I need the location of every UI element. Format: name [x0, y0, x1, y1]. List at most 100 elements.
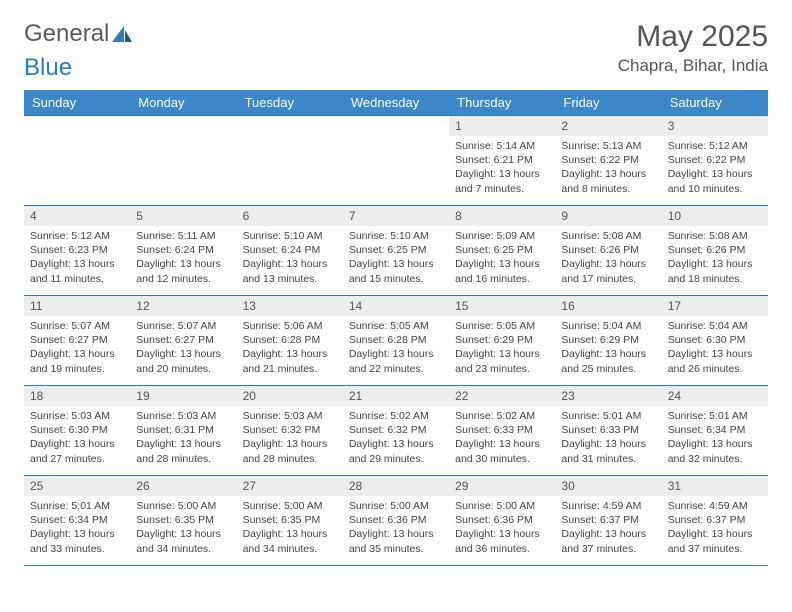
day-number: 26 — [130, 476, 236, 496]
calendar-cell — [24, 116, 130, 206]
calendar-cell: 17Sunrise: 5:04 AMSunset: 6:30 PMDayligh… — [662, 296, 768, 386]
calendar-cell: 30Sunrise: 4:59 AMSunset: 6:37 PMDayligh… — [555, 476, 661, 566]
logo-sail-icon — [112, 26, 132, 42]
day-detail: Sunrise: 5:13 AMSunset: 6:22 PMDaylight:… — [555, 136, 661, 199]
calendar-cell: 29Sunrise: 5:00 AMSunset: 6:36 PMDayligh… — [449, 476, 555, 566]
day-number: 3 — [662, 116, 768, 136]
calendar-cell: 15Sunrise: 5:05 AMSunset: 6:29 PMDayligh… — [449, 296, 555, 386]
day-number: 22 — [449, 386, 555, 406]
day-number: 21 — [343, 386, 449, 406]
day-detail: Sunrise: 5:02 AMSunset: 6:32 PMDaylight:… — [343, 406, 449, 469]
day-number: 4 — [24, 206, 130, 226]
weekday-header: Friday — [555, 90, 661, 116]
day-detail: Sunrise: 5:02 AMSunset: 6:33 PMDaylight:… — [449, 406, 555, 469]
calendar-cell: 14Sunrise: 5:05 AMSunset: 6:28 PMDayligh… — [343, 296, 449, 386]
day-number: 5 — [130, 206, 236, 226]
calendar-cell: 1Sunrise: 5:14 AMSunset: 6:21 PMDaylight… — [449, 116, 555, 206]
calendar-cell — [130, 116, 236, 206]
day-detail: Sunrise: 4:59 AMSunset: 6:37 PMDaylight:… — [555, 496, 661, 559]
calendar-cell: 5Sunrise: 5:11 AMSunset: 6:24 PMDaylight… — [130, 206, 236, 296]
day-number: 9 — [555, 206, 661, 226]
day-number: 25 — [24, 476, 130, 496]
day-detail: Sunrise: 5:08 AMSunset: 6:26 PMDaylight:… — [662, 226, 768, 289]
calendar-cell: 31Sunrise: 4:59 AMSunset: 6:37 PMDayligh… — [662, 476, 768, 566]
day-detail: Sunrise: 5:03 AMSunset: 6:32 PMDaylight:… — [237, 406, 343, 469]
logo: General — [24, 20, 135, 48]
calendar-cell: 27Sunrise: 5:00 AMSunset: 6:35 PMDayligh… — [237, 476, 343, 566]
day-number: 14 — [343, 296, 449, 316]
calendar-cell: 3Sunrise: 5:12 AMSunset: 6:22 PMDaylight… — [662, 116, 768, 206]
calendar-cell: 11Sunrise: 5:07 AMSunset: 6:27 PMDayligh… — [24, 296, 130, 386]
weekday-header: Saturday — [662, 90, 768, 116]
calendar-cell: 4Sunrise: 5:12 AMSunset: 6:23 PMDaylight… — [24, 206, 130, 296]
calendar-cell: 12Sunrise: 5:07 AMSunset: 6:27 PMDayligh… — [130, 296, 236, 386]
day-number: 8 — [449, 206, 555, 226]
calendar-cell: 26Sunrise: 5:00 AMSunset: 6:35 PMDayligh… — [130, 476, 236, 566]
day-number: 20 — [237, 386, 343, 406]
calendar-cell: 6Sunrise: 5:10 AMSunset: 6:24 PMDaylight… — [237, 206, 343, 296]
day-number: 11 — [24, 296, 130, 316]
calendar-cell: 22Sunrise: 5:02 AMSunset: 6:33 PMDayligh… — [449, 386, 555, 476]
calendar-cell: 28Sunrise: 5:00 AMSunset: 6:36 PMDayligh… — [343, 476, 449, 566]
calendar-cell: 2Sunrise: 5:13 AMSunset: 6:22 PMDaylight… — [555, 116, 661, 206]
day-number: 24 — [662, 386, 768, 406]
day-detail: Sunrise: 5:00 AMSunset: 6:35 PMDaylight:… — [237, 496, 343, 559]
day-number: 13 — [237, 296, 343, 316]
day-number: 12 — [130, 296, 236, 316]
weekday-header: Tuesday — [237, 90, 343, 116]
day-detail: Sunrise: 5:04 AMSunset: 6:29 PMDaylight:… — [555, 316, 661, 379]
calendar-cell: 25Sunrise: 5:01 AMSunset: 6:34 PMDayligh… — [24, 476, 130, 566]
day-detail: Sunrise: 5:05 AMSunset: 6:28 PMDaylight:… — [343, 316, 449, 379]
day-detail: Sunrise: 5:01 AMSunset: 6:34 PMDaylight:… — [662, 406, 768, 469]
day-detail: Sunrise: 5:10 AMSunset: 6:24 PMDaylight:… — [237, 226, 343, 289]
day-detail: Sunrise: 5:11 AMSunset: 6:24 PMDaylight:… — [130, 226, 236, 289]
logo-text-general: General — [24, 20, 109, 48]
calendar-cell: 8Sunrise: 5:09 AMSunset: 6:25 PMDaylight… — [449, 206, 555, 296]
day-number: 29 — [449, 476, 555, 496]
day-detail: Sunrise: 5:06 AMSunset: 6:28 PMDaylight:… — [237, 316, 343, 379]
month-title: May 2025 — [618, 20, 768, 54]
calendar-cell: 16Sunrise: 5:04 AMSunset: 6:29 PMDayligh… — [555, 296, 661, 386]
weekday-header: Wednesday — [343, 90, 449, 116]
day-number: 6 — [237, 206, 343, 226]
day-detail: Sunrise: 4:59 AMSunset: 6:37 PMDaylight:… — [662, 496, 768, 559]
day-number: 23 — [555, 386, 661, 406]
day-detail: Sunrise: 5:09 AMSunset: 6:25 PMDaylight:… — [449, 226, 555, 289]
day-detail: Sunrise: 5:00 AMSunset: 6:35 PMDaylight:… — [130, 496, 236, 559]
calendar-cell: 10Sunrise: 5:08 AMSunset: 6:26 PMDayligh… — [662, 206, 768, 296]
calendar-cell — [237, 116, 343, 206]
calendar-cell: 19Sunrise: 5:03 AMSunset: 6:31 PMDayligh… — [130, 386, 236, 476]
day-detail: Sunrise: 5:12 AMSunset: 6:22 PMDaylight:… — [662, 136, 768, 199]
day-number: 27 — [237, 476, 343, 496]
day-number: 18 — [24, 386, 130, 406]
day-detail: Sunrise: 5:05 AMSunset: 6:29 PMDaylight:… — [449, 316, 555, 379]
calendar-cell: 20Sunrise: 5:03 AMSunset: 6:32 PMDayligh… — [237, 386, 343, 476]
weekday-header: Monday — [130, 90, 236, 116]
weekday-header: Sunday — [24, 90, 130, 116]
day-detail: Sunrise: 5:01 AMSunset: 6:34 PMDaylight:… — [24, 496, 130, 559]
day-detail: Sunrise: 5:03 AMSunset: 6:30 PMDaylight:… — [24, 406, 130, 469]
day-detail: Sunrise: 5:07 AMSunset: 6:27 PMDaylight:… — [130, 316, 236, 379]
day-number: 15 — [449, 296, 555, 316]
calendar-cell: 9Sunrise: 5:08 AMSunset: 6:26 PMDaylight… — [555, 206, 661, 296]
day-detail: Sunrise: 5:00 AMSunset: 6:36 PMDaylight:… — [449, 496, 555, 559]
day-number: 30 — [555, 476, 661, 496]
day-detail: Sunrise: 5:12 AMSunset: 6:23 PMDaylight:… — [24, 226, 130, 289]
day-detail: Sunrise: 5:08 AMSunset: 6:26 PMDaylight:… — [555, 226, 661, 289]
day-number: 10 — [662, 206, 768, 226]
day-detail: Sunrise: 5:10 AMSunset: 6:25 PMDaylight:… — [343, 226, 449, 289]
calendar-cell: 7Sunrise: 5:10 AMSunset: 6:25 PMDaylight… — [343, 206, 449, 296]
day-detail: Sunrise: 5:14 AMSunset: 6:21 PMDaylight:… — [449, 136, 555, 199]
calendar-header-row: SundayMondayTuesdayWednesdayThursdayFrid… — [24, 90, 768, 116]
calendar-cell: 13Sunrise: 5:06 AMSunset: 6:28 PMDayligh… — [237, 296, 343, 386]
logo-text-blue: Blue — [24, 54, 768, 82]
calendar-cell: 21Sunrise: 5:02 AMSunset: 6:32 PMDayligh… — [343, 386, 449, 476]
calendar-cell: 24Sunrise: 5:01 AMSunset: 6:34 PMDayligh… — [662, 386, 768, 476]
calendar-cell: 23Sunrise: 5:01 AMSunset: 6:33 PMDayligh… — [555, 386, 661, 476]
day-detail: Sunrise: 5:01 AMSunset: 6:33 PMDaylight:… — [555, 406, 661, 469]
day-number: 1 — [449, 116, 555, 136]
weekday-header: Thursday — [449, 90, 555, 116]
day-number: 28 — [343, 476, 449, 496]
day-number: 7 — [343, 206, 449, 226]
day-number: 16 — [555, 296, 661, 316]
